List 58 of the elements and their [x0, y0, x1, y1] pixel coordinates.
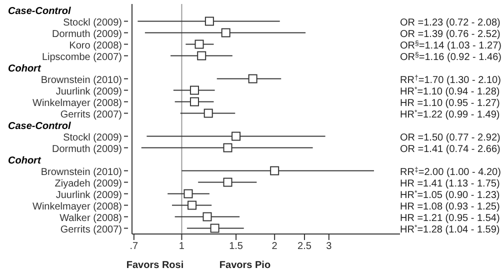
point: [221, 28, 230, 38]
point: [223, 178, 232, 187]
point: [184, 189, 193, 198]
data-label: HR$^{*}$=1.10 (0.94 - 1.28): [400, 86, 500, 98]
data-label: OR =1.23 (0.72 - 2.08): [400, 17, 500, 28]
text: Favors Rosi: [125, 260, 185, 271]
x-tick-label: .7: [130, 241, 139, 252]
y-tick-label: Gerrits (2007): [60, 109, 122, 120]
point: [232, 132, 241, 141]
point: [197, 51, 206, 60]
data-label: OR =1.50 (0.77 - 2.92): [400, 132, 500, 144]
y-tick-label: Stockl (2009): [63, 17, 122, 28]
data-label: OR =1.41 (0.74 - 2.66): [400, 144, 500, 155]
data-label: OR$^{§}$=1.14 (1.03 - 1.27): [400, 38, 502, 52]
text: Cohort: [8, 155, 42, 166]
text: Case-Control: [8, 120, 72, 132]
y-tick-label: Winkelmayer (2008): [32, 98, 122, 109]
y-tick-label: Brownstein (2010): [40, 74, 122, 86]
y-tick-label: Brownstein (2010): [40, 166, 122, 178]
text: Case-Control: [8, 6, 72, 17]
y-tick-label: Stockl (2009): [63, 132, 122, 144]
data-label: HR$^{*}$=1.05 (0.90 - 1.23): [400, 189, 500, 201]
y-tick-label: Koro (2008): [69, 40, 122, 52]
y-tick-label: Ziyadeh (2009): [54, 178, 122, 190]
data-label: OR =1.39 (0.76 - 2.52): [400, 28, 500, 40]
y-tick-label: Winkelmayer (2008): [32, 201, 122, 212]
data-label: HR$^{*}$=1.22 (0.99 - 1.49): [400, 108, 500, 120]
y-tick-label: Lipscombe (2007): [42, 52, 122, 63]
point: [190, 86, 199, 95]
point: [188, 200, 197, 210]
x-tick-label: 2: [272, 241, 278, 252]
y-tick-label: Juurlink (2009): [56, 190, 122, 201]
point: [223, 143, 232, 152]
data-label: HR =1.10 (0.95 - 1.27): [400, 98, 500, 109]
point: [204, 16, 214, 26]
point: [190, 97, 199, 106]
y-tick-label: Dormuth (2009): [52, 28, 122, 40]
text: Cohort: [8, 63, 42, 74]
data-label: HR =1.41 (1.13 - 1.75): [400, 178, 500, 190]
x-tick-label: 1.5: [229, 241, 244, 252]
point: [202, 212, 212, 222]
data-label: RR$^{†}$=1.70 (1.30 - 2.10): [400, 73, 501, 86]
data-label: RR$^{‡}$=2.00 (1.00 - 4.20): [400, 165, 501, 178]
point: [210, 224, 220, 233]
point: [204, 108, 213, 118]
point: [194, 40, 204, 49]
x-tick-label: 3: [326, 241, 332, 252]
data-label: HR$^{*}$=1.28 (1.04 - 1.59): [400, 224, 500, 236]
y-tick-label: Walker (2008): [60, 212, 122, 224]
y-tick-label: Gerrits (2007): [60, 224, 122, 236]
x-tick-label: 2.5: [298, 241, 312, 252]
y-tick-label: Dormuth (2009): [52, 144, 122, 155]
x-tick-label: 1: [178, 241, 185, 252]
data-label: OR$^{§}$=1.16 (0.92 - 1.46): [400, 50, 502, 63]
data-label: HR =1.08 (0.93 - 1.25): [400, 201, 500, 212]
y-tick-label: Juurlink (2009): [56, 86, 122, 98]
text: Favors Pio: [218, 260, 272, 271]
data-label: HR =1.21 (0.95 - 1.54): [400, 212, 500, 224]
